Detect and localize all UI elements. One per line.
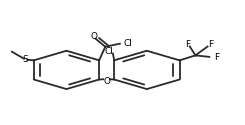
Text: S: S (22, 55, 28, 64)
Text: O: O (91, 32, 98, 41)
Text: F: F (214, 53, 219, 62)
Text: F: F (208, 40, 213, 49)
Text: Cl: Cl (105, 47, 114, 56)
Text: F: F (185, 40, 191, 49)
Text: O: O (103, 77, 110, 86)
Text: Cl: Cl (123, 39, 132, 48)
